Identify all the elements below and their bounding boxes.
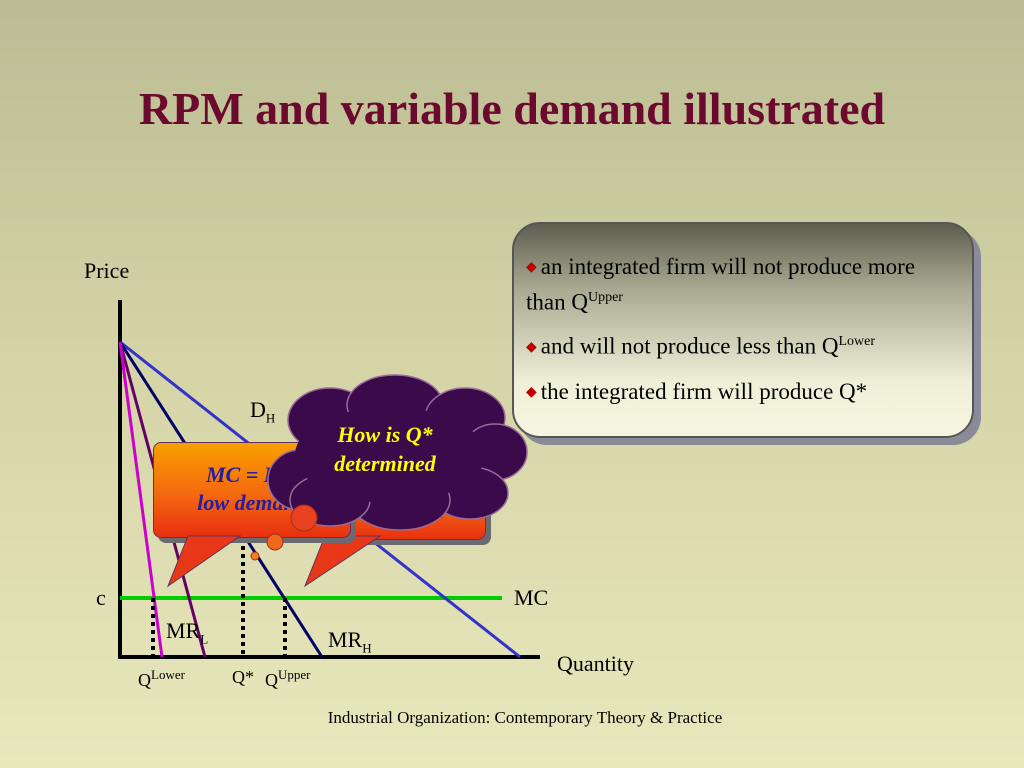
dh-label-sub: H <box>265 410 276 426</box>
qlower-label-sup: Lower <box>151 667 185 682</box>
qlower-label: QLower <box>138 667 185 691</box>
qstar-label: Q* <box>232 667 254 687</box>
mrh-label-sub: H <box>362 640 372 656</box>
slide-footer: Industrial Organization: Contemporary Th… <box>327 708 723 727</box>
info-bullet-lower: ◆ and will not produce less than QLower <box>526 327 875 363</box>
bullet-text: the integrated firm will produce Q* <box>540 379 868 404</box>
mrl-label-main: MR <box>166 618 201 643</box>
mrl-line <box>118 341 164 658</box>
cloud-line1: How is Q* <box>337 422 433 447</box>
mrl-label: MRL <box>166 618 208 647</box>
info-bullet-qstar: ◆ the integrated firm will produce Q* <box>526 377 867 408</box>
thought-cloud-text: How is Q* determined <box>305 420 465 478</box>
y-axis-label: Price <box>84 258 130 283</box>
dh-label-main: D <box>250 397 266 422</box>
cloud-line2: determined <box>334 451 436 476</box>
bullet-text: an integrated firm will not produce more… <box>526 254 916 315</box>
qlower-label-main: Q <box>138 670 151 690</box>
mrl-label-sub: L <box>200 631 209 647</box>
info-bullet-upper: ◆ an integrated firm will not produce mor… <box>526 252 956 318</box>
diamond-bullet-icon: ◆ <box>526 385 537 400</box>
qupper-label: QUpper <box>265 667 311 691</box>
mc-label: MC <box>514 585 549 610</box>
slide-title: RPM and variable demand illustrated <box>138 83 886 134</box>
info-box: ◆ an integrated firm will not produce mor… <box>512 222 974 438</box>
diamond-bullet-icon: ◆ <box>526 339 537 355</box>
qupper-label-sup: Upper <box>278 667 311 682</box>
mrh-label-main: MR <box>328 627 363 652</box>
bullet-superscript: Lower <box>838 334 875 349</box>
dh-label: DH <box>250 397 275 426</box>
bullet-superscript: Upper <box>587 290 623 305</box>
mrh-label: MRH <box>328 627 372 656</box>
bullet-text: and will not produce less than Q <box>540 333 839 359</box>
x-axis-label: Quantity <box>557 651 634 676</box>
price-c-label: c <box>96 585 106 610</box>
diamond-bullet-icon: ◆ <box>526 260 537 275</box>
qupper-label-main: Q <box>265 670 278 690</box>
